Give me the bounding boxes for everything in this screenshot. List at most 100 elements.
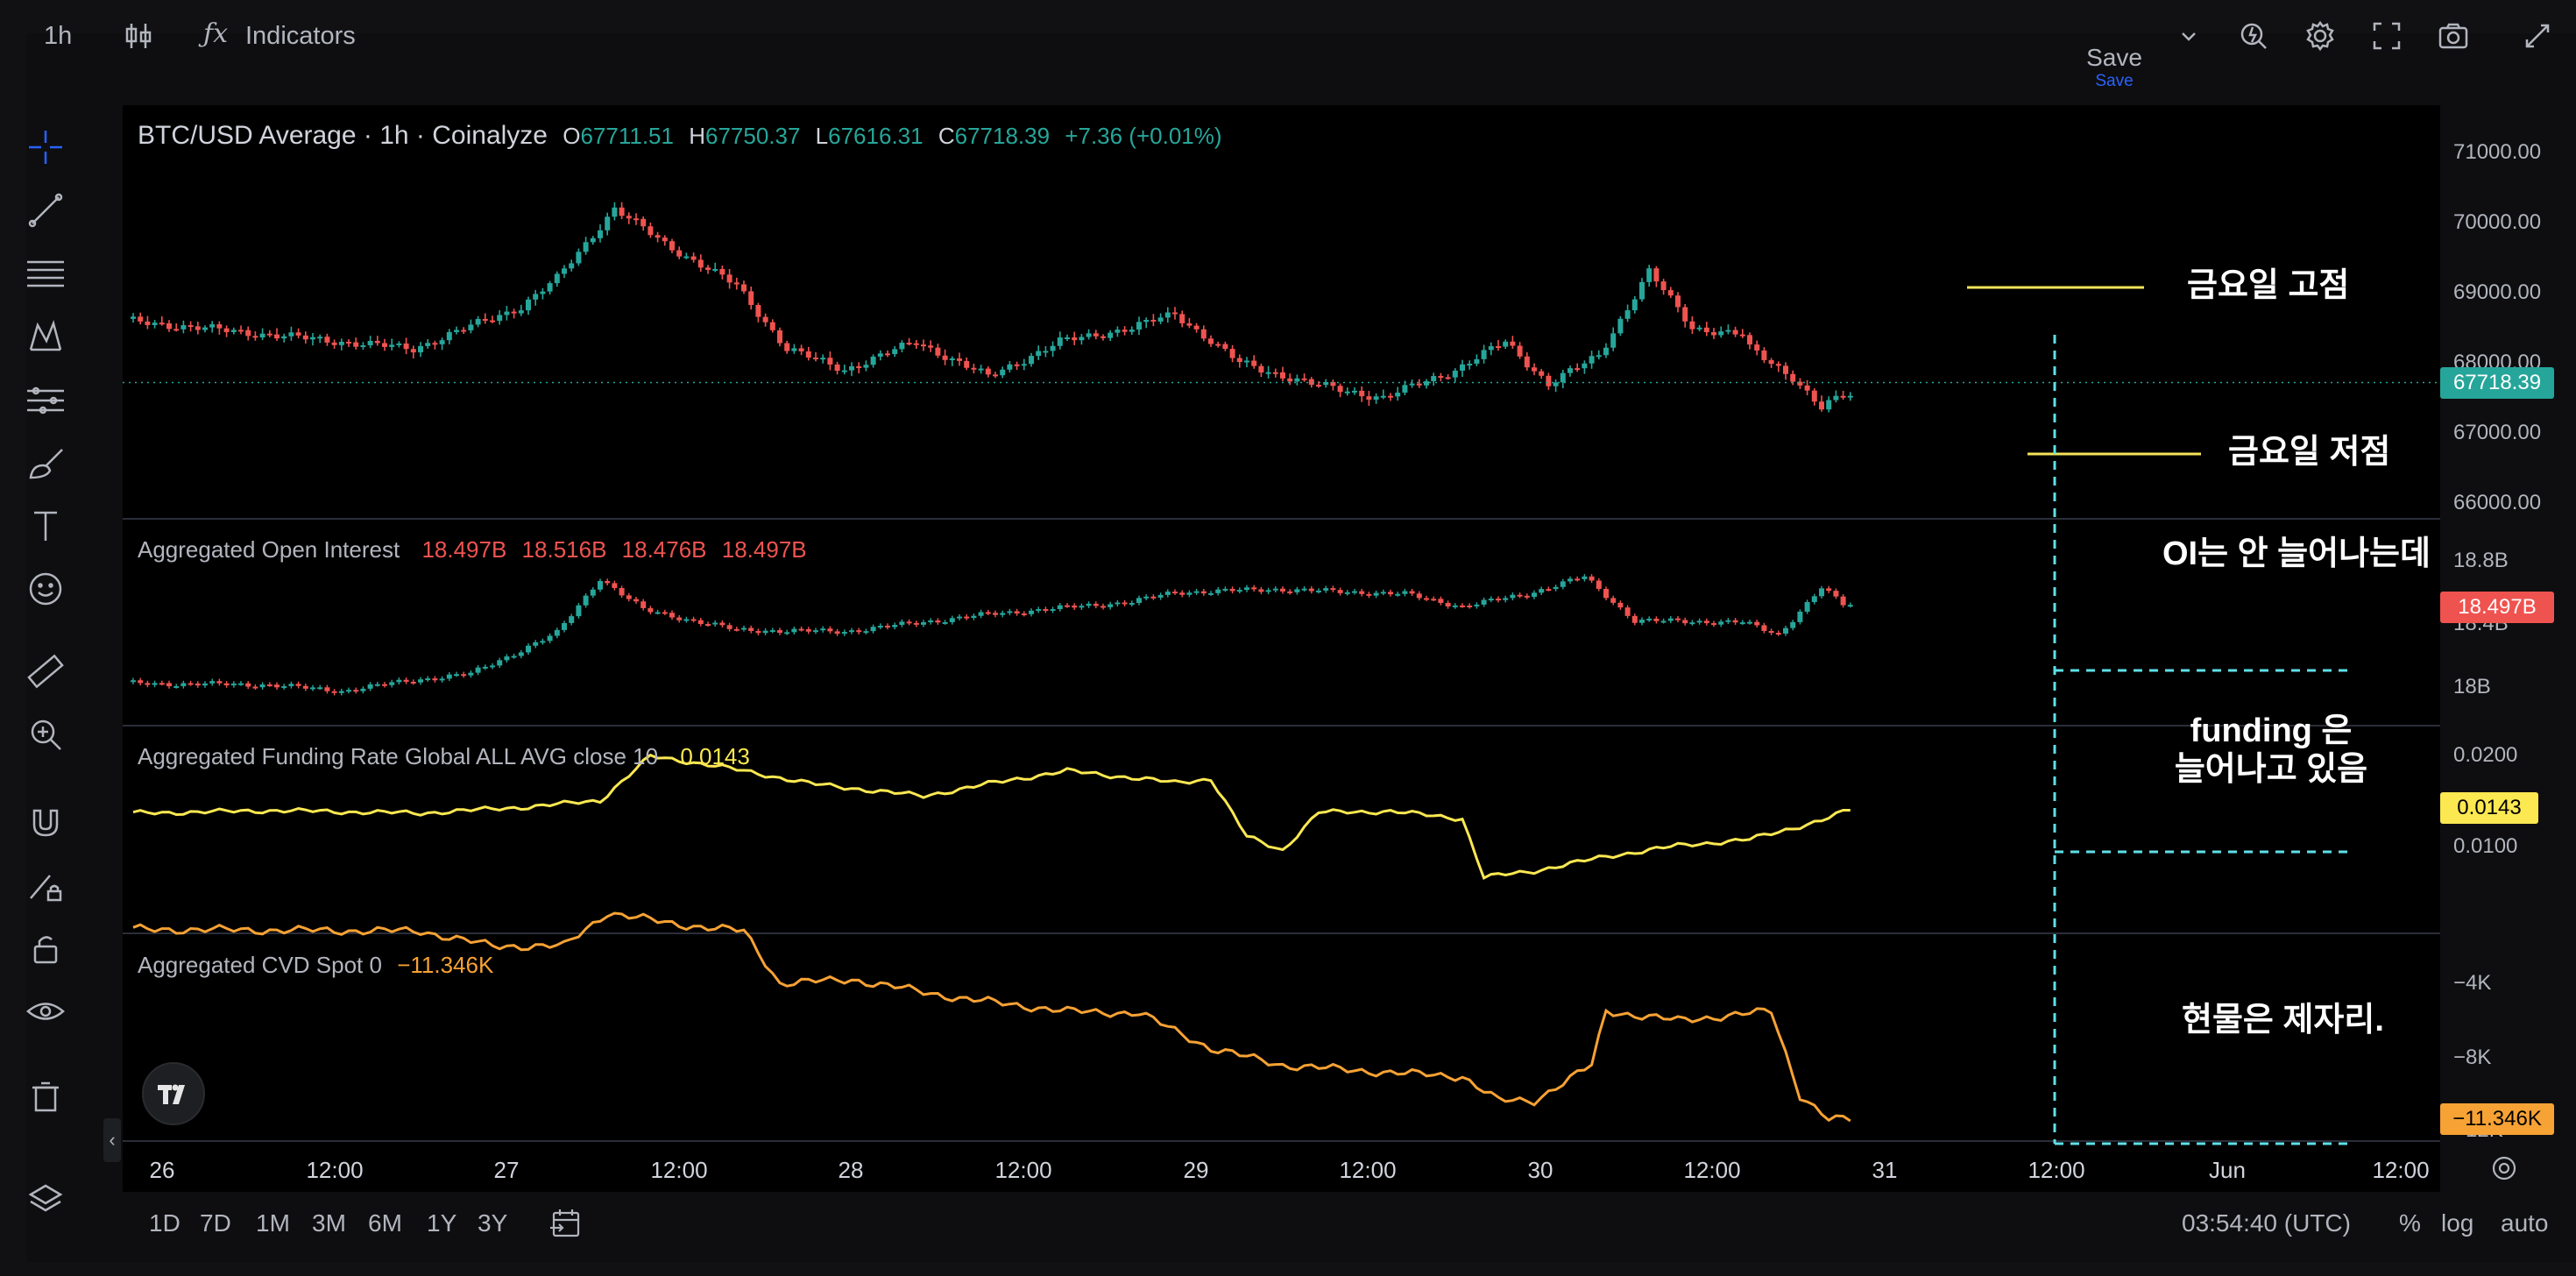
oi-candle-body	[188, 683, 194, 685]
annotation-friday-high[interactable]: 금요일 고점	[2187, 267, 2350, 304]
collapse-toolbar-button[interactable]: ‹	[103, 1118, 121, 1162]
oi-candle-body	[1546, 589, 1552, 592]
tradingview-logo[interactable]	[142, 1062, 205, 1125]
utc-clock[interactable]: 03:54:40 (UTC)	[2182, 1209, 2351, 1237]
remove-drawings-tool[interactable]	[18, 1074, 74, 1124]
cvd-value: −11.346K	[397, 952, 494, 978]
ruler-tool[interactable]	[18, 649, 74, 698]
range-7d-button[interactable]: 7D	[200, 1209, 231, 1237]
price-candle-body	[432, 343, 438, 345]
y-tick: 0.0200	[2453, 743, 2518, 767]
interval-button[interactable]: 1h	[44, 21, 73, 50]
range-3m-button[interactable]: 3M	[312, 1209, 346, 1237]
goto-date-button[interactable]	[548, 1208, 585, 1239]
price-candle-body	[475, 318, 481, 325]
annotation-funding[interactable]: funding 은 늘어나고 있음	[2166, 712, 2376, 789]
oi-candle-body	[209, 681, 216, 684]
oi-candle-body	[1057, 605, 1063, 610]
screenshot-button[interactable]	[2436, 0, 2471, 72]
text-tool[interactable]	[18, 503, 74, 552]
price-candle-body	[1761, 350, 1767, 360]
price-candle-body	[374, 340, 380, 344]
object-tree-button[interactable]	[18, 1176, 74, 1225]
brush-tool[interactable]	[18, 440, 74, 489]
oi-candle-body	[827, 628, 833, 632]
oi-candle-body	[769, 630, 775, 633]
oi-candle-body	[590, 589, 596, 596]
oi-candle-body	[598, 580, 603, 590]
oi-candle-body	[396, 679, 402, 683]
crosshair-tool[interactable]	[18, 124, 74, 174]
gear-icon	[2303, 18, 2338, 53]
alert-button[interactable]	[2236, 0, 2271, 72]
chevron-down-icon	[2171, 18, 2206, 53]
price-candle-body	[173, 329, 180, 331]
price-candle-body	[1783, 365, 1788, 374]
auto-toggle[interactable]: auto	[2501, 1209, 2549, 1237]
pattern-tool[interactable]	[18, 314, 74, 363]
oi-candle-body	[1337, 590, 1343, 593]
y-tick: −8K	[2453, 1046, 2492, 1069]
percent-toggle[interactable]: %	[2399, 1209, 2421, 1237]
price-candle-body	[1568, 368, 1573, 373]
annotation-spot[interactable]: 현물은 제자리.	[2182, 1002, 2384, 1039]
oi-candle-body	[1761, 625, 1767, 631]
oi-candle-body	[784, 632, 790, 634]
stay-drawing-tool[interactable]	[18, 862, 74, 911]
price-candle-body	[138, 316, 144, 322]
draw-button[interactable]	[2520, 0, 2555, 72]
price-candle-body	[640, 218, 647, 227]
chart-type-button[interactable]	[121, 0, 156, 72]
range-6m-button[interactable]: 6M	[368, 1209, 402, 1237]
fullscreen-button[interactable]	[2369, 0, 2404, 72]
annotation-friday-low[interactable]: 금요일 저점	[2228, 434, 2391, 471]
oi-candle-body	[1532, 592, 1537, 598]
magnet-tool[interactable]	[18, 799, 74, 848]
price-candle-body	[1373, 396, 1379, 401]
price-candle-body	[1287, 378, 1293, 382]
price-candle-body	[834, 364, 840, 372]
lock-tool[interactable]	[18, 925, 74, 975]
range-1y-button[interactable]: 1Y	[427, 1209, 457, 1237]
x-tick: 27	[493, 1157, 520, 1183]
oi-candle-body	[1258, 589, 1264, 592]
price-candle-body	[1036, 351, 1042, 357]
settings-button[interactable]	[2303, 0, 2338, 72]
y-tick: 71000.00	[2453, 140, 2542, 164]
funding-value: 0.0143	[680, 743, 750, 769]
axis-settings-button[interactable]	[2488, 1152, 2520, 1184]
price-candle-body	[791, 348, 797, 351]
visibility-tool[interactable]	[18, 989, 74, 1038]
bottom-toolbar	[123, 1192, 2576, 1262]
cvd-label: Aggregated CVD Spot 0	[138, 952, 382, 978]
price-candle-body	[1546, 375, 1552, 386]
price-candle-body	[697, 259, 704, 268]
fib-tool[interactable]	[18, 251, 74, 300]
save-button[interactable]: Save Save	[2084, 44, 2145, 91]
projection-tool[interactable]	[18, 377, 74, 426]
oi-candle-body	[1388, 592, 1393, 595]
range-3y-button[interactable]: 3Y	[478, 1209, 508, 1237]
save-menu-button[interactable]	[2171, 0, 2206, 72]
oi-candle-body	[252, 686, 258, 689]
oi-candle-body	[152, 683, 158, 685]
annotation-oi[interactable]: OI는 안 늘어나는데	[2162, 535, 2431, 572]
oi-candle-body	[1517, 594, 1523, 597]
pencil-lock-icon	[24, 863, 67, 911]
chart-canvas[interactable]	[123, 105, 2440, 1192]
oi-candle-body	[1452, 605, 1458, 607]
range-1m-button[interactable]: 1M	[256, 1209, 290, 1237]
indicators-button[interactable]: ƒx Indicators	[203, 0, 356, 72]
price-candle-body	[1553, 382, 1559, 386]
log-toggle[interactable]: log	[2441, 1209, 2474, 1237]
emoji-tool[interactable]	[18, 566, 74, 615]
oi-candle-body	[762, 630, 768, 634]
price-candle-body	[748, 291, 754, 306]
price-candle-body	[1150, 319, 1157, 322]
trendline-tool[interactable]	[18, 188, 74, 237]
price-candle-body	[1747, 335, 1752, 345]
range-1d-button[interactable]: 1D	[149, 1209, 180, 1237]
brush-icon	[24, 441, 67, 489]
zoom-tool[interactable]	[18, 712, 74, 761]
price-axis[interactable]	[2440, 105, 2576, 1192]
